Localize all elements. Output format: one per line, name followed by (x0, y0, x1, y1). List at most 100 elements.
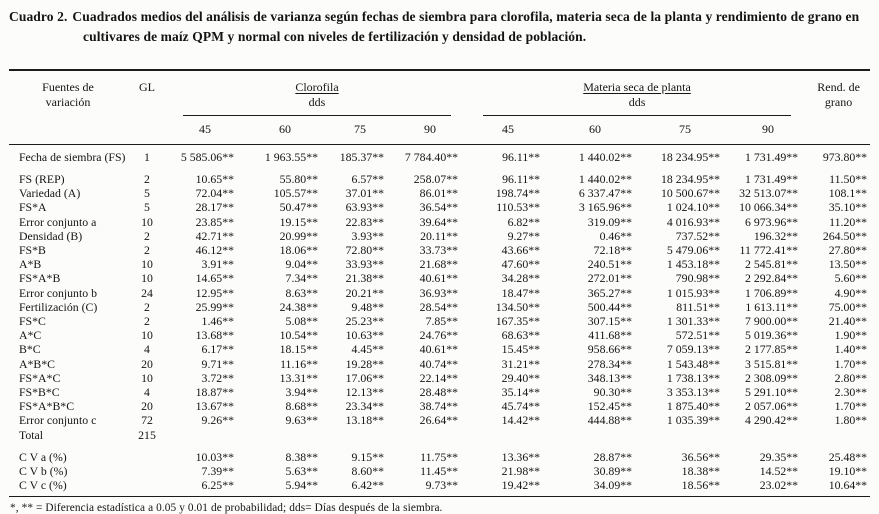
table-row: FS*A 5 28.17** 50.47** 63.93** 36.54** 1… (9, 200, 870, 214)
row-materia-75: 811.51** (676, 299, 721, 314)
row-materia-45: 14.42** (501, 413, 541, 428)
row-clorofila-75: 22.83** (345, 214, 384, 229)
row-materia-75: 737.52** (675, 228, 721, 243)
table-row: A*B 10 3.91** 9.04** 33.93** 21.68** 47.… (9, 257, 870, 271)
row-clorofila-60 (243, 428, 327, 442)
row-gl-value: 1 (144, 149, 150, 164)
row-clorofila-75: 17.06** (345, 370, 384, 385)
row-materia-90: 1 731.49** (744, 149, 799, 164)
row-clorofila-45: 14.65** (195, 271, 234, 286)
row-source-label: FS*A*B*C (19, 399, 75, 414)
row-rend-grano: 13.50** (828, 257, 868, 272)
row-materia-45: 110.53** (496, 200, 541, 215)
row-rend-grano: 11.50** (829, 171, 868, 186)
row-materia-45: 96.11** (502, 149, 541, 164)
row-clorofila-45: 46.12** (195, 242, 234, 257)
row-materia-90 (729, 428, 807, 442)
row-rend-grano: 35.10** (828, 200, 868, 215)
row-clorofila-75: 185.37** (339, 149, 384, 164)
row-gl-value: 10 (141, 271, 153, 286)
row-clorofila-75: 19.28** (345, 356, 384, 371)
row-materia-75: 1 453.18** (666, 257, 721, 272)
row-materia-45: 19.42** (501, 478, 541, 493)
col-group-clorofila: Clorofila dds (167, 70, 467, 116)
row-clorofila-90: 86.01** (419, 186, 459, 201)
row-clorofila-75: 6.57** (351, 171, 384, 186)
row-source-label: Error conjunto b (19, 285, 97, 300)
row-clorofila-45: 7.39** (201, 463, 234, 478)
row-materia-45: 34.28** (501, 271, 541, 286)
row-clorofila-90: 28.54** (419, 299, 459, 314)
row-materia-45: 18.47** (501, 285, 541, 300)
row-clorofila-90: 38.74** (419, 399, 459, 414)
row-rend-grano: 10.64** (828, 478, 868, 493)
row-gl-value: 20 (141, 356, 153, 371)
row-clorofila-45: 5 585.06** (180, 149, 234, 164)
row-clorofila-90: 28.48** (419, 384, 459, 399)
row-clorofila-60: 1 963.55** (264, 149, 318, 164)
row-source-label: C V c (%) (19, 478, 67, 493)
row-clorofila-75: 10.63** (345, 328, 384, 343)
row-rend-grano: 19.10** (828, 463, 868, 478)
row-gl-value: 4 (144, 342, 150, 357)
table-row: Total 215 (9, 428, 870, 442)
row-clorofila-60: 11.16** (280, 356, 318, 371)
row-rend-grano: 2.30** (834, 384, 868, 399)
row-materia-75: 3 353.13** (666, 384, 721, 399)
row-gl-value (127, 442, 167, 464)
row-materia-45: 167.35** (495, 313, 541, 328)
row-gl-value: 2 (144, 171, 150, 186)
row-materia-45: 134.50** (495, 299, 541, 314)
row-clorofila-60: 9.04** (285, 257, 318, 272)
row-clorofila-75: 37.01** (345, 186, 384, 201)
row-gl-value: 2 (144, 299, 150, 314)
row-gl-value: 24 (141, 285, 153, 300)
row-clorofila-90: 258.07** (413, 171, 459, 186)
row-source-label: FS*A (19, 200, 47, 215)
row-materia-75: 18 234.95** (661, 149, 721, 164)
row-clorofila-75: 72.80** (345, 242, 384, 257)
row-materia-60: 278.34** (587, 356, 633, 371)
row-materia-90: 5 019.36** (744, 328, 799, 343)
table-row: Densidad (B) 2 42.71** 20.99** 3.93** 20… (9, 229, 870, 243)
materia-seca-dds-label: dds (628, 95, 646, 110)
row-materia-75: 18.38** (681, 463, 721, 478)
row-rend-grano: 2.80** (834, 370, 868, 385)
row-clorofila-90: 11.45** (420, 463, 459, 478)
row-clorofila-90: 26.64** (419, 413, 459, 428)
row-materia-90: 2 057.06** (744, 399, 799, 414)
row-clorofila-45: 13.67** (195, 399, 234, 414)
table-row: Fertilización (C) 2 25.99** 24.38** 9.48… (9, 300, 870, 314)
row-clorofila-60: 50.47** (279, 200, 318, 215)
row-materia-90: 3 515.81** (744, 356, 799, 371)
row-gl-value: 10 (141, 328, 153, 343)
row-clorofila-45: 18.87** (195, 384, 234, 399)
row-materia-75: 790.98** (675, 271, 721, 286)
materia-seca-group-rule (483, 114, 792, 116)
row-materia-75: 18.56** (681, 478, 721, 493)
row-clorofila-90: 36.93** (419, 285, 459, 300)
row-clorofila-60: 7.34** (285, 271, 318, 286)
row-clorofila-75: 8.60** (351, 463, 384, 478)
row-clorofila-45: 72.04** (195, 186, 234, 201)
row-clorofila-45: 3.72** (201, 370, 234, 385)
row-clorofila-60: 5.94** (285, 478, 318, 493)
row-materia-60: 348.13** (587, 370, 633, 385)
row-materia-90: 7 900.00** (744, 313, 799, 328)
row-materia-75: 572.51** (675, 328, 721, 343)
row-materia-60: 1 440.02** (578, 149, 633, 164)
row-clorofila-60: 5.08** (285, 313, 318, 328)
row-materia-90: 32 513.07** (739, 186, 799, 201)
row-materia-60: 0.46** (599, 228, 633, 243)
row-materia-45: 198.74** (495, 186, 541, 201)
row-materia-45: 9.27** (507, 228, 541, 243)
table-row: FS*A*B 10 14.65** 7.34** 21.38** 40.61**… (9, 271, 870, 285)
row-materia-60: 90.30** (593, 384, 633, 399)
row-source-label: FS*A*B (19, 271, 61, 286)
row-materia-60: 28.87** (593, 449, 633, 464)
row-clorofila-75: 12.13** (345, 384, 384, 399)
row-source-label: Densidad (B) (19, 228, 83, 243)
row-rend-grano: 25.48** (828, 449, 868, 464)
row-clorofila-90: 22.14** (419, 370, 459, 385)
row-source-label: FS (REP) (19, 171, 65, 186)
